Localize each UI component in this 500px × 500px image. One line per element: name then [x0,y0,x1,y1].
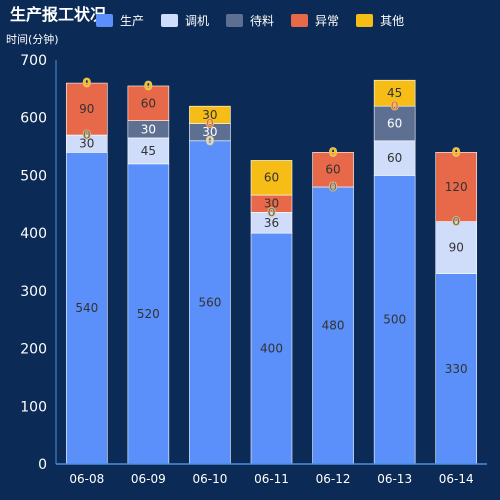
data-label: 60 [141,96,156,110]
bar-segment [65,152,108,465]
x-tick-label: 06-13 [377,472,412,486]
data-label: 60 [264,171,279,185]
y-tick-label: 0 [38,457,47,473]
legend-label: 生产 [120,14,145,28]
data-label: 540 [75,301,98,315]
legend-swatch [291,14,309,27]
data-label: 560 [198,295,221,309]
data-label: 0 [452,215,460,229]
x-tick-label: 06-11 [254,472,289,486]
legend-item[interactable]: 待料 [226,12,274,29]
data-label: 0 [83,128,91,142]
x-tick-label: 06-12 [316,472,351,486]
data-label: 400 [260,342,283,356]
data-label: 90 [79,102,94,116]
data-label: 30 [202,108,217,122]
data-label: 60 [325,163,340,177]
x-tick-label: 06-09 [131,472,166,486]
y-tick-label: 500 [20,168,47,184]
data-label: 0 [206,116,214,130]
data-label: 0 [83,76,91,90]
y-tick-label: 100 [20,399,47,415]
data-label: 0 [267,205,275,219]
data-label: 480 [322,318,345,332]
data-label: 0 [329,180,337,194]
data-label: 30 [264,197,279,211]
x-tick-label: 06-08 [69,472,104,486]
y-tick-label: 700 [20,53,47,69]
data-label: 0 [206,134,214,148]
bar-segment [312,186,354,465]
y-axis-label: 时间(分钟) [6,33,59,46]
legend: 生产 调机 待料 异常 其他 [96,12,421,29]
data-label: 0 [452,145,460,159]
legend-swatch [161,14,179,27]
legend-swatch [356,14,374,27]
data-label: 0 [329,145,337,159]
data-label: 30 [79,137,94,151]
bar-segment [189,105,231,124]
data-label: 0 [390,99,398,113]
bar-segment [312,152,354,188]
data-label: 60 [387,151,402,165]
legend-label: 待料 [250,14,275,28]
legend-swatch [226,14,244,27]
bar-segment [435,152,478,222]
legend-swatch [96,14,113,27]
data-label: 330 [445,362,468,376]
data-label: 90 [449,241,464,255]
bar-segment [65,82,108,136]
legend-item[interactable]: 调机 [161,12,209,29]
data-label: 36 [264,216,279,230]
y-tick-label: 300 [20,284,47,300]
data-label: 45 [141,144,156,158]
y-tick-label: 600 [20,111,47,127]
data-label: 60 [387,116,402,130]
bar-segment [435,221,478,274]
data-label: 45 [387,86,402,100]
data-label: 120 [445,180,468,194]
y-tick-label: 400 [20,226,47,242]
y-tick-label: 200 [20,342,47,358]
bar-segment [373,140,416,176]
bar-segment [435,273,478,465]
bar-segment [373,175,416,465]
bar-segment [127,85,170,121]
bar-segment [373,79,416,107]
legend-label: 调机 [185,14,210,28]
x-tick-label: 06-14 [439,472,474,486]
data-label: 520 [137,307,160,321]
legend-item[interactable]: 异常 [291,12,339,29]
bar-segment [189,140,231,465]
legend-label: 异常 [315,14,340,28]
legend-item[interactable]: 生产 [96,12,144,29]
chart-title: 生产报工状况 [10,5,107,24]
data-label: 0 [144,79,152,93]
data-label: 0 [329,180,337,194]
bar-segment [250,232,293,465]
bar-segment [127,163,170,465]
legend-item[interactable]: 其他 [356,12,404,29]
x-tick-label: 06-10 [192,472,227,486]
data-labels: 5403009005204530600560030030400360306048… [75,76,467,376]
data-label: 500 [383,313,406,327]
bar-segment [250,160,293,196]
data-label: 30 [202,125,217,139]
data-label: 30 [141,122,156,136]
legend-label: 其他 [380,14,405,28]
